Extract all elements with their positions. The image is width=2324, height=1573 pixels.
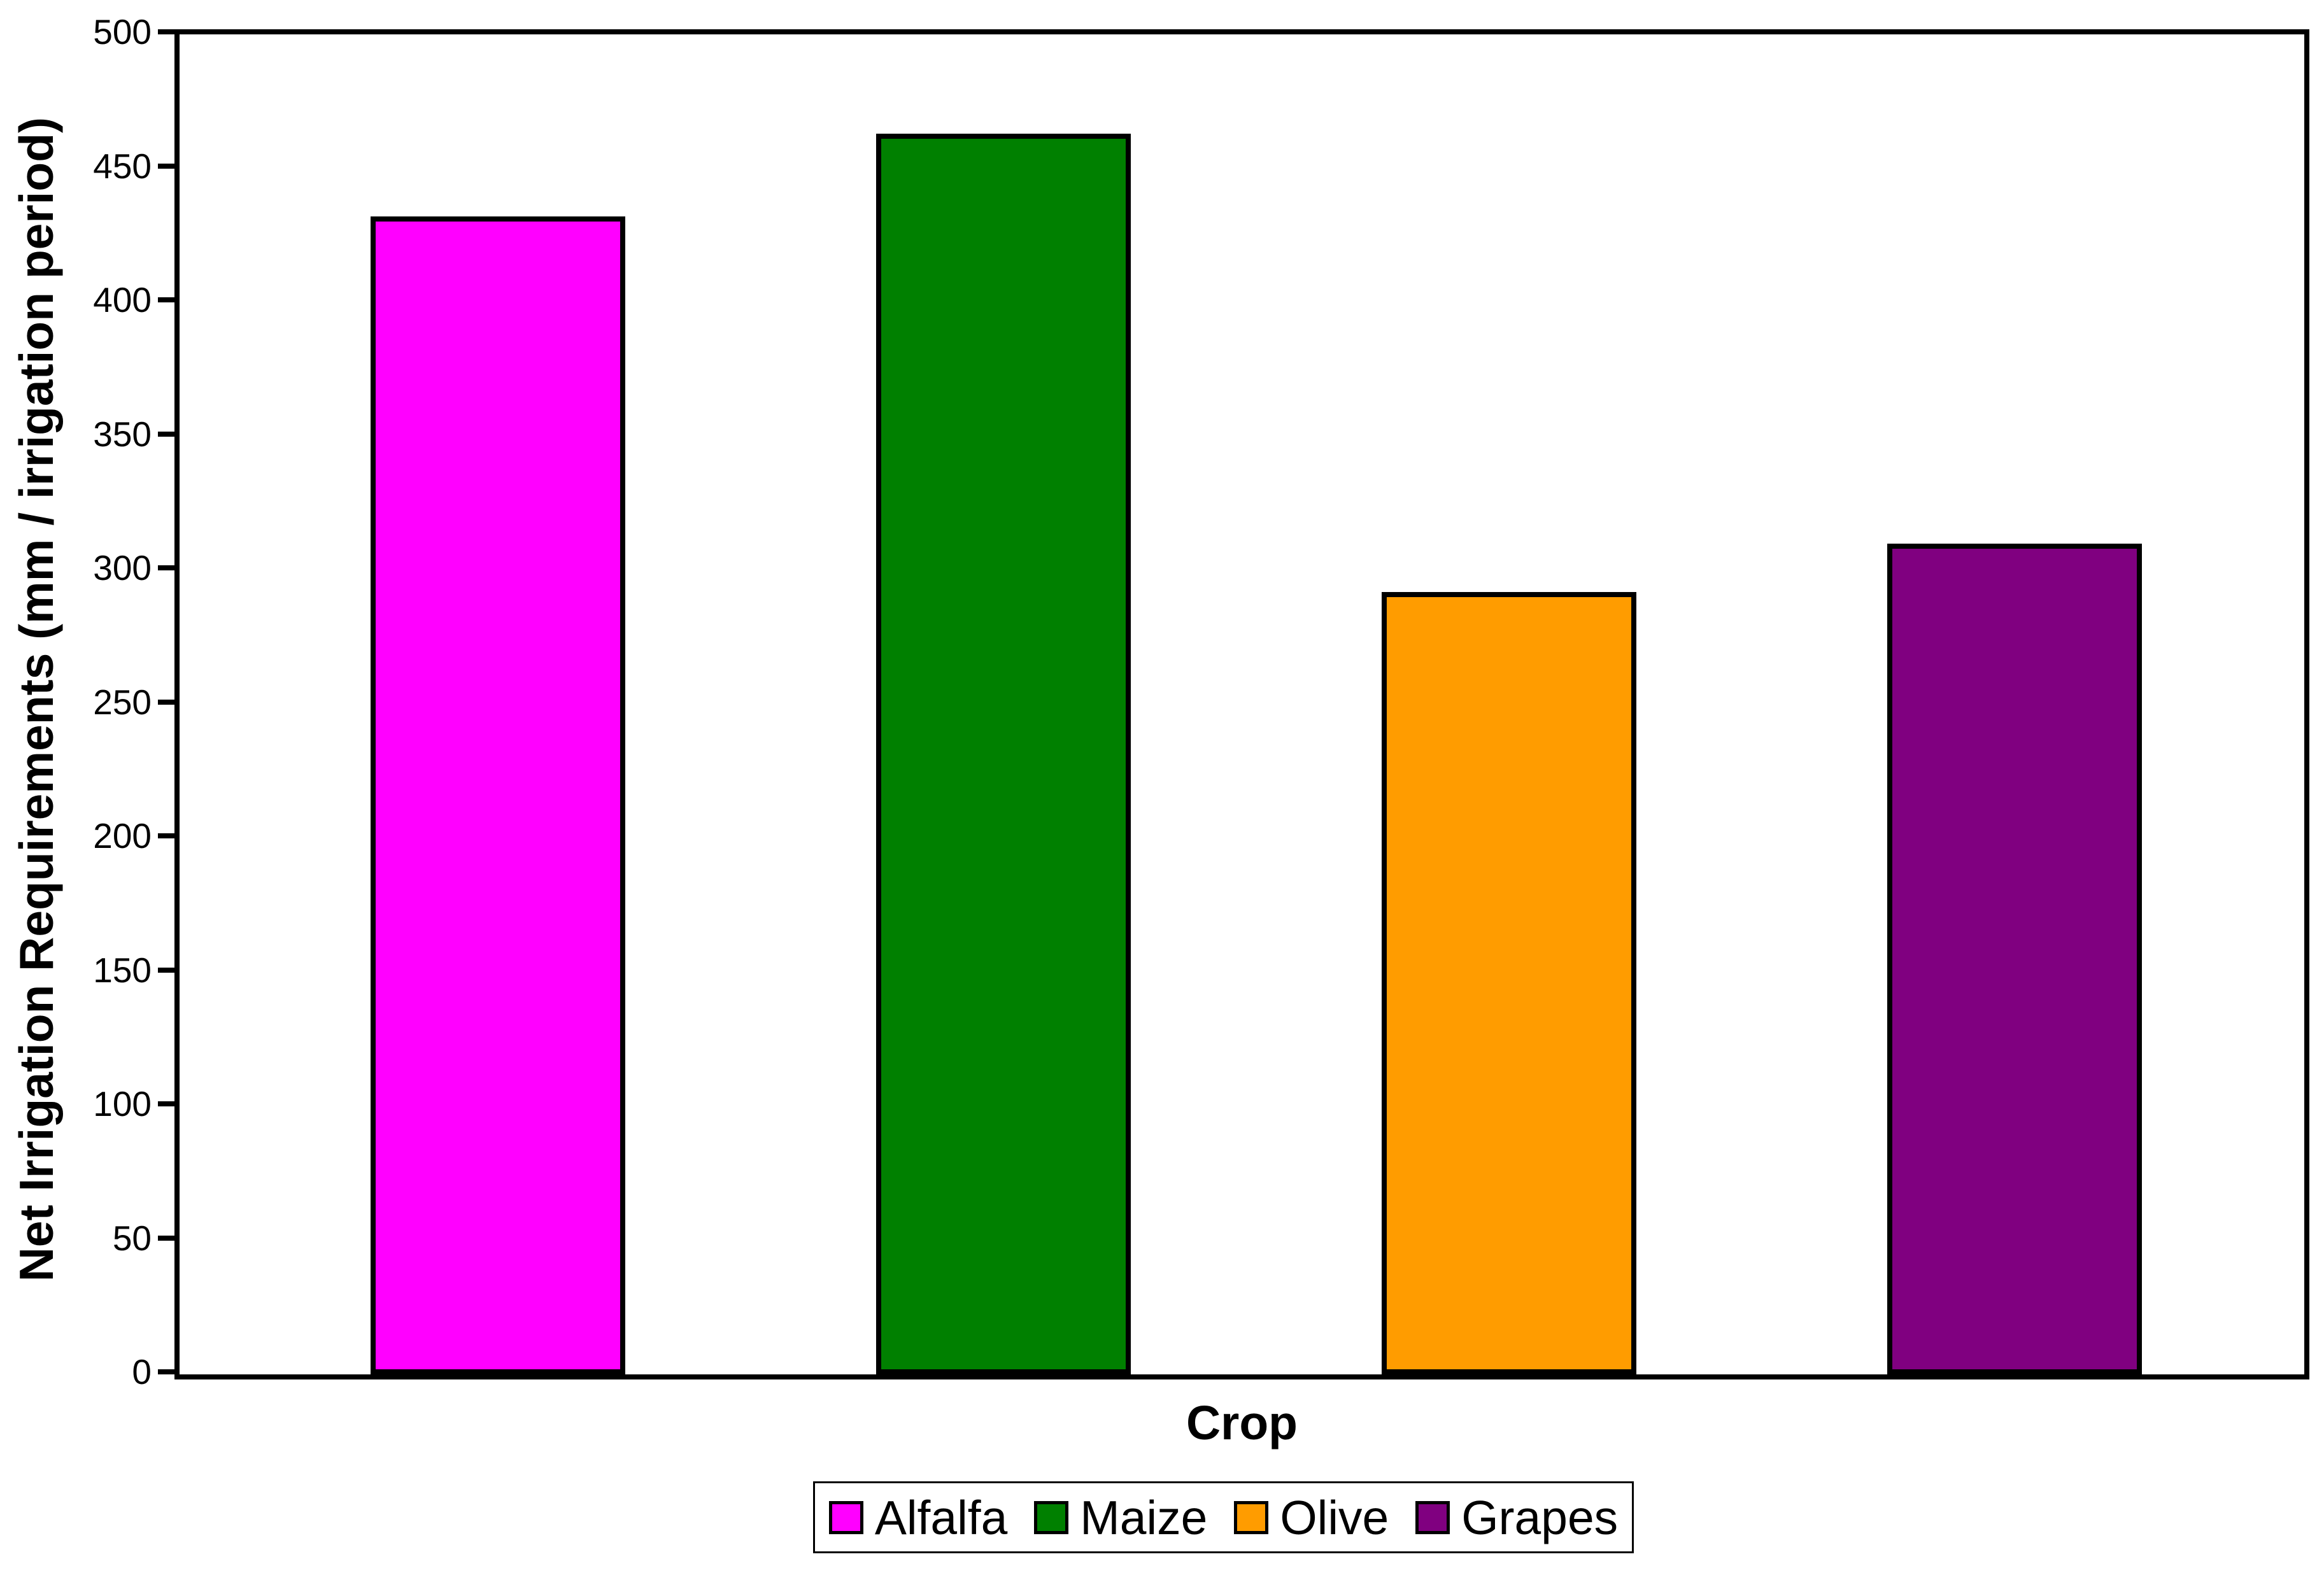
legend-swatch-alfalfa xyxy=(828,1500,863,1534)
y-tick-label: 0 xyxy=(132,1352,152,1392)
x-axis-title: Crop xyxy=(1186,1396,1298,1450)
legend-item-olive: Olive xyxy=(1234,1490,1389,1545)
y-tick-mark xyxy=(158,833,174,838)
y-tick-mark xyxy=(158,1101,174,1106)
bar-olive xyxy=(1382,592,1636,1374)
y-tick-mark xyxy=(158,164,174,169)
y-tick-label: 450 xyxy=(93,146,152,186)
y-tick-label: 300 xyxy=(93,548,152,588)
legend-label: Alfalfa xyxy=(874,1490,1008,1544)
legend-label: Maize xyxy=(1080,1490,1208,1544)
y-tick-mark xyxy=(158,1236,174,1241)
legend-label: Grapes xyxy=(1461,1490,1619,1544)
y-tick-label: 500 xyxy=(93,12,152,52)
legend: Alfalfa Maize Olive Grapes xyxy=(813,1481,1634,1553)
bar-grapes xyxy=(1887,544,2142,1374)
y-tick-mark xyxy=(158,29,174,34)
y-tick-label: 350 xyxy=(93,414,152,454)
y-tick-mark xyxy=(158,968,174,973)
legend-item-maize: Maize xyxy=(1034,1490,1207,1545)
y-tick-mark xyxy=(158,1369,174,1374)
y-tick-mark xyxy=(158,432,174,437)
legend-swatch-grapes xyxy=(1415,1500,1450,1534)
y-tick-label: 100 xyxy=(93,1084,152,1124)
y-tick-label: 200 xyxy=(93,816,152,856)
y-tick-label: 400 xyxy=(93,280,152,320)
legend-label: Olive xyxy=(1280,1490,1389,1544)
legend-swatch-maize xyxy=(1034,1500,1069,1534)
legend-item-alfalfa: Alfalfa xyxy=(828,1490,1008,1545)
y-tick-mark xyxy=(158,565,174,570)
bar-alfalfa xyxy=(371,216,625,1374)
legend-item-grapes: Grapes xyxy=(1415,1490,1618,1545)
y-tick-label: 150 xyxy=(93,950,152,990)
plot-area xyxy=(174,29,2309,1379)
y-axis: 0 50 100 150 200 250 300 350 400 450 500 xyxy=(0,0,178,1573)
y-tick-label: 250 xyxy=(93,682,152,722)
y-tick-mark xyxy=(158,297,174,302)
y-tick-mark xyxy=(158,700,174,705)
y-tick-label: 50 xyxy=(112,1218,152,1258)
bar-maize xyxy=(876,134,1131,1374)
legend-swatch-olive xyxy=(1234,1500,1269,1534)
